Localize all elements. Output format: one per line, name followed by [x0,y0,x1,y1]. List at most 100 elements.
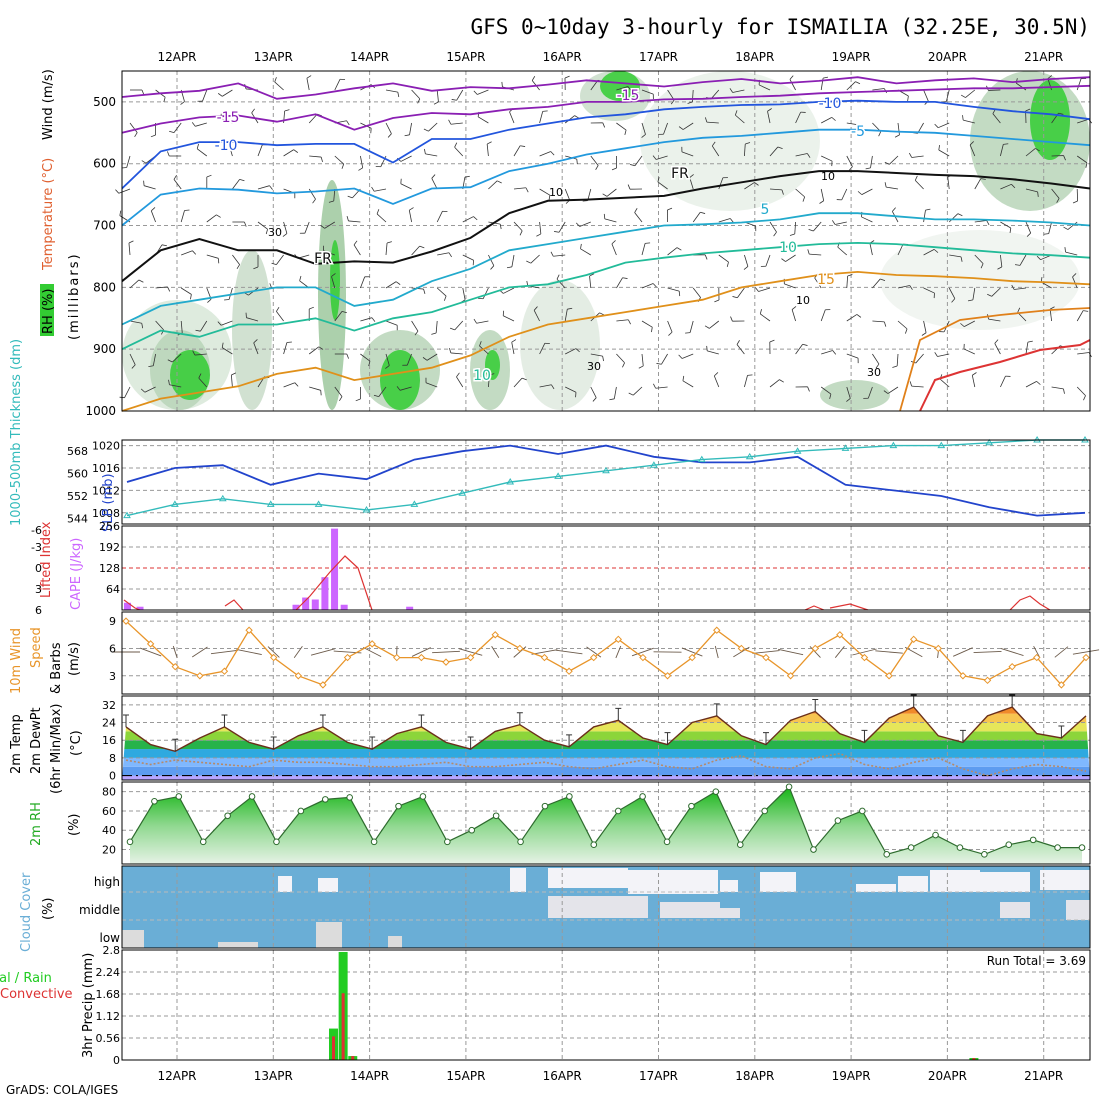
wind-barb-flag [729,88,733,93]
wind-barb [767,111,771,124]
wind-barb [947,177,950,190]
wind-barb [333,188,336,201]
wind-barb-flag [385,365,390,369]
thickness-marker [793,447,802,454]
wind-barb [513,221,523,232]
wind-barb-flag [829,393,832,399]
wind10-barb [953,647,973,657]
wind-barb [308,113,318,124]
wind-barb-flag [769,339,775,343]
wind-barb [385,353,390,366]
wind-barb [846,81,856,91]
wind-barb-flag [678,354,683,359]
wind-barb [965,89,976,98]
wind-barb-flag [490,265,495,270]
wind10-barb [714,645,719,659]
rh-ticks: 20 40 60 80 [102,786,116,857]
wind-barb [232,179,240,190]
bottom-date-21apr: 21APR [1024,1069,1063,1083]
wind-barb [821,155,833,162]
wind-barb [735,114,745,124]
y-tick-label: 800 [93,280,116,294]
temp-band [122,722,1090,732]
wind-barb [923,287,935,294]
wind-barb [923,249,935,256]
wind-barb-flag [602,193,608,197]
wind-barb-flag [714,299,720,303]
rh-line [129,785,1082,856]
temp-band [122,749,1090,758]
isotherm-10 [121,241,1091,351]
rh-blob [380,350,420,410]
wind-barb-flag [575,222,580,227]
wind-barb [1000,144,1004,157]
temp-band [122,757,1090,767]
wind-barb-flag [759,309,762,315]
rh-marker [1029,836,1037,844]
temp-label-4: (°C) [69,730,84,756]
temp-label-1: 2m Temp [9,714,24,774]
wind-barb-flag [634,208,638,213]
wind-barb [1000,375,1006,388]
wind-barb-flag [451,99,457,101]
wind-barb-flag [206,174,212,178]
wind-barb-flag [1003,143,1009,145]
wind-barb-flag [419,245,425,249]
wind-barb [360,276,366,289]
y-tick-label: 6 [35,604,42,617]
wind10-barb [491,645,500,659]
wind-barb-flag [141,89,145,95]
wind10-barb [615,645,622,659]
wind-barb-flag [657,177,660,183]
wind-barb-flag [282,233,288,237]
y-tick-label: 3 [109,670,116,683]
cloud-high-label: high [94,875,120,889]
wind-barb [513,377,523,388]
wind-barb [129,279,140,289]
rh-marker [907,844,915,851]
wind-barb [809,253,822,256]
wind-barb-flag [231,372,237,376]
wind10-marker [959,672,967,680]
lifted-index-line [123,555,1051,611]
wind10-barb [236,649,262,655]
wind-barb [564,309,568,322]
wind-barb-flag [668,331,673,336]
wind-barb-flag [443,295,447,301]
rh-marker [1054,844,1061,851]
wind-barb [992,113,1001,124]
wind-barb-flag [704,325,710,329]
wind10-marker [565,667,573,675]
y-tick-label: 544 [67,512,88,525]
wind-barb-flag [729,218,734,223]
cape-frame [121,525,1091,611]
y-tick-label: 560 [67,468,88,481]
wind10-marker [393,653,401,662]
wind10-barb [172,645,178,659]
wind-barb-flag [274,77,277,83]
rh-marker [859,807,866,815]
wind-barb [477,89,489,95]
wind-barb-flag [685,332,691,334]
y-tick-label: 2.8 [103,944,121,957]
thickness-marker [937,441,946,449]
wind-barb-flag [595,165,599,170]
wind-barb [837,246,848,256]
temp-maxmin-bar [763,732,769,745]
wind-barb-flag [700,211,706,214]
wind-barb-flag [395,281,401,285]
wind-barb-flag [449,327,455,331]
wind-barb-flag [423,128,429,132]
wind-barb [553,254,566,257]
temp-band [122,713,1090,723]
wind-barb-flag [994,339,999,344]
rh-contour-label: 10 [549,186,563,199]
wind-barb-flag [865,167,871,170]
wind-barb [1025,221,1032,234]
wind-barb [426,353,438,361]
wind-barb-flag [652,155,657,160]
wind-barb [376,213,387,223]
wind-barb [308,188,316,200]
wind-barb-flag [489,373,495,376]
wind-barb [539,188,551,196]
